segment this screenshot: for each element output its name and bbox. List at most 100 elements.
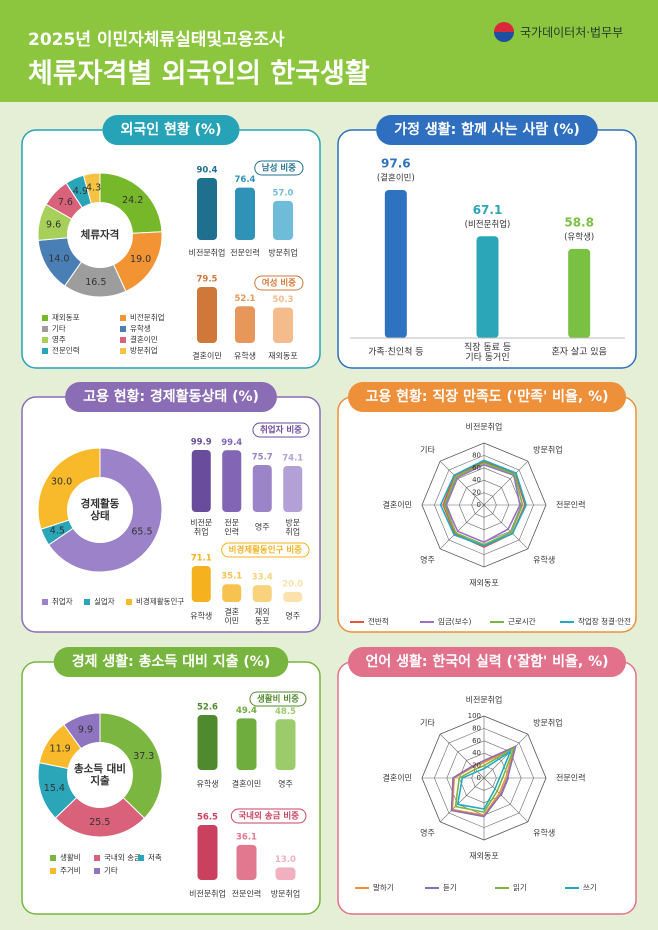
bar [283,466,303,512]
bar-value-label: 13.0 [275,855,296,865]
legend-swatch [94,855,100,861]
radar-spoke [483,504,529,550]
bar [252,585,272,602]
legend-swatch [42,599,48,605]
bar [252,465,272,512]
legend-label: 기타 [52,324,66,333]
x-tick-label: 비전문취업 [189,889,226,899]
bar [197,825,218,880]
tick-label: 40 [472,749,481,757]
x-tick-label: 유학생 [190,611,212,621]
x-tick-label: 방문취업 [271,889,300,899]
legend-label: 기타 [104,866,118,875]
legend-label: 쓰기 [583,883,597,892]
slice-label: 37.3 [133,751,154,762]
slice-label: 4.9 [73,186,88,197]
bar [283,591,303,602]
panel-title: 가정 생활: 함께 사는 사람 (%) [394,121,580,138]
axis-label: 방문취업 [533,717,562,727]
bar-annotation: (결혼이민) [377,173,415,184]
radar-series [456,749,513,810]
header-subtitle: 2025년 이민자체류실태및고용조사 [28,30,285,50]
panel-title: 경제 생활: 총소득 대비 지출 (%) [72,653,270,670]
x-tick-label: 방문취업 [268,248,297,258]
legend-label: 생활비 [60,852,81,862]
slice-label: 24.2 [122,195,143,206]
badge [254,160,304,176]
bar [568,248,591,338]
panel-title: 고용 현황: 경제활동상태 (%) [83,388,259,405]
bar [222,584,242,602]
logo [494,22,514,42]
bar [273,307,293,343]
x-tick-label: 직장 동료 등 기타 동거인 [464,341,511,362]
legend-label: 국내외 송금 [104,852,141,862]
bar [384,190,407,338]
slice-label: 15.4 [44,783,65,794]
header-title: 체류자격별 외국인의 한국생활 [28,59,370,90]
slice-label: 65.5 [131,527,152,538]
slice-label: 14.0 [48,253,69,264]
x-tick-label: 재외동포 [268,351,297,361]
bar-value-label: 36.1 [236,832,257,842]
legend-swatch [94,868,100,874]
bar-value-label: 50.3 [273,295,294,305]
bar [197,287,217,343]
bar [197,715,218,770]
header-source: 국가데이터처·법무부 [520,26,623,40]
badge [249,691,307,707]
badge-label: 국내외 송금 비중 [238,811,299,822]
axis-label: 전문인력 [556,500,585,510]
bar-value-label: 67.1 [473,203,503,217]
radar-spoke [483,733,529,779]
slice-label: 19.0 [130,254,151,265]
radar-spoke [439,777,485,823]
legend-swatch [138,855,144,861]
axis-label: 유학생 [533,555,555,565]
x-tick-label: 결혼이민 [192,351,221,361]
radar-series [450,745,517,818]
badge [254,275,304,291]
bar-value-label: 58.8 [564,215,594,229]
bar [476,236,499,338]
slice-label: 9.9 [78,724,93,735]
x-tick-label: 영주 [285,611,300,621]
panel [337,396,637,633]
bar-value-label: 52.6 [197,703,218,713]
donut-hole [67,477,133,543]
legend-label: 전반적 [368,616,389,626]
bar-value-label: 71.1 [191,554,212,564]
tick-label: 20 [472,762,481,770]
bar-annotation: (비전문취업) [465,219,511,230]
panel-title: 외국인 현황 (%) [121,121,222,138]
axis-label: 유학생 [533,828,555,838]
legend-label: 취업자 [52,597,73,606]
tick-label: 80 [472,724,481,732]
radar-series [443,461,524,546]
axis-label: 재외동포 [469,578,498,588]
legend-swatch [120,348,126,354]
legend-swatch [42,315,48,321]
radar-series [454,746,516,813]
bar-value-label: 49.4 [236,706,257,716]
legend-swatch [42,326,48,332]
bar [275,867,296,880]
legend-label: 저축 [148,853,162,862]
legend-swatch [50,868,56,874]
x-tick-label: 영주 [278,779,293,789]
badge [230,808,307,824]
axis-label: 기타 [420,718,435,727]
legend-swatch [84,599,90,605]
legend-label: 비경제활동인구 [136,596,184,606]
legend-swatch [120,326,126,332]
panel-title-pill [348,647,626,677]
axis-label: 재외동포 [469,851,498,861]
bar-value-label: 57.0 [273,188,294,198]
x-tick-label: 가족·친인척 등 [368,347,423,358]
axis-label: 결혼이민 [383,773,412,783]
legend-label: 실업자 [94,596,115,606]
